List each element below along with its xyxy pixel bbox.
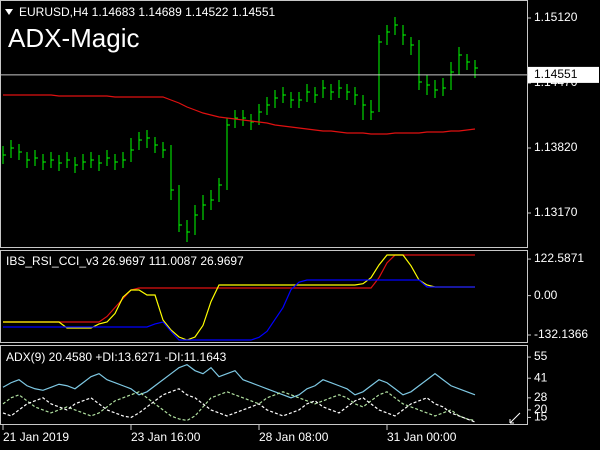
price-panel-frame bbox=[0, 0, 528, 248]
last-price-box bbox=[528, 66, 599, 83]
symbol-header: EURUSD,H4 1.14683 1.14689 1.14522 1.1455… bbox=[19, 5, 276, 19]
adx-header: ADX(9) 20.4580 +DI:13.6271 -DI:11.1643 bbox=[6, 350, 227, 364]
y-tick-label: 1.15120 bbox=[534, 10, 578, 24]
y-tick-label: 41 bbox=[534, 370, 548, 384]
y-tick-label: 1.13820 bbox=[534, 140, 578, 154]
indicator-line bbox=[2, 363, 476, 399]
y-tick-label: 15 bbox=[534, 410, 548, 424]
scroll-arrow-icon[interactable] bbox=[509, 412, 521, 424]
ibs-header: IBS_RSI_CCI_v3 26.9697 111.0087 26.9697 bbox=[6, 254, 244, 268]
y-tick-label: 20 bbox=[534, 402, 548, 416]
indicator-line bbox=[3, 94, 476, 135]
indicator-line bbox=[2, 391, 476, 422]
menu-arrow-icon[interactable] bbox=[5, 9, 13, 15]
y-tick-label: 0.00 bbox=[534, 288, 558, 302]
y-tick-label: 55 bbox=[534, 349, 548, 363]
indicator-line bbox=[3, 254, 475, 341]
y-tick-label: -132.1366 bbox=[534, 327, 588, 341]
indicator-line bbox=[2, 388, 476, 423]
y-tick-label: 1.13170 bbox=[534, 205, 578, 219]
last-price-label: 1.14551 bbox=[534, 67, 578, 81]
x-tick-label: 23 Jan 16:00 bbox=[131, 430, 201, 444]
y-tick-label: 122.5871 bbox=[534, 251, 584, 265]
x-tick-label: 21 Jan 2019 bbox=[3, 430, 69, 444]
indicator-line bbox=[3, 279, 475, 341]
adx-panel-frame bbox=[0, 345, 528, 425]
y-tick-label: 28 bbox=[534, 390, 548, 404]
x-tick-label: 31 Jan 00:00 bbox=[387, 430, 457, 444]
x-tick-label: 28 Jan 08:00 bbox=[259, 430, 329, 444]
indicator-title: ADX-Magic bbox=[8, 23, 139, 53]
plot-layer: 1.151201.144701.138201.131701.14551122.5… bbox=[0, 10, 599, 444]
ibs-panel-frame bbox=[0, 250, 528, 343]
